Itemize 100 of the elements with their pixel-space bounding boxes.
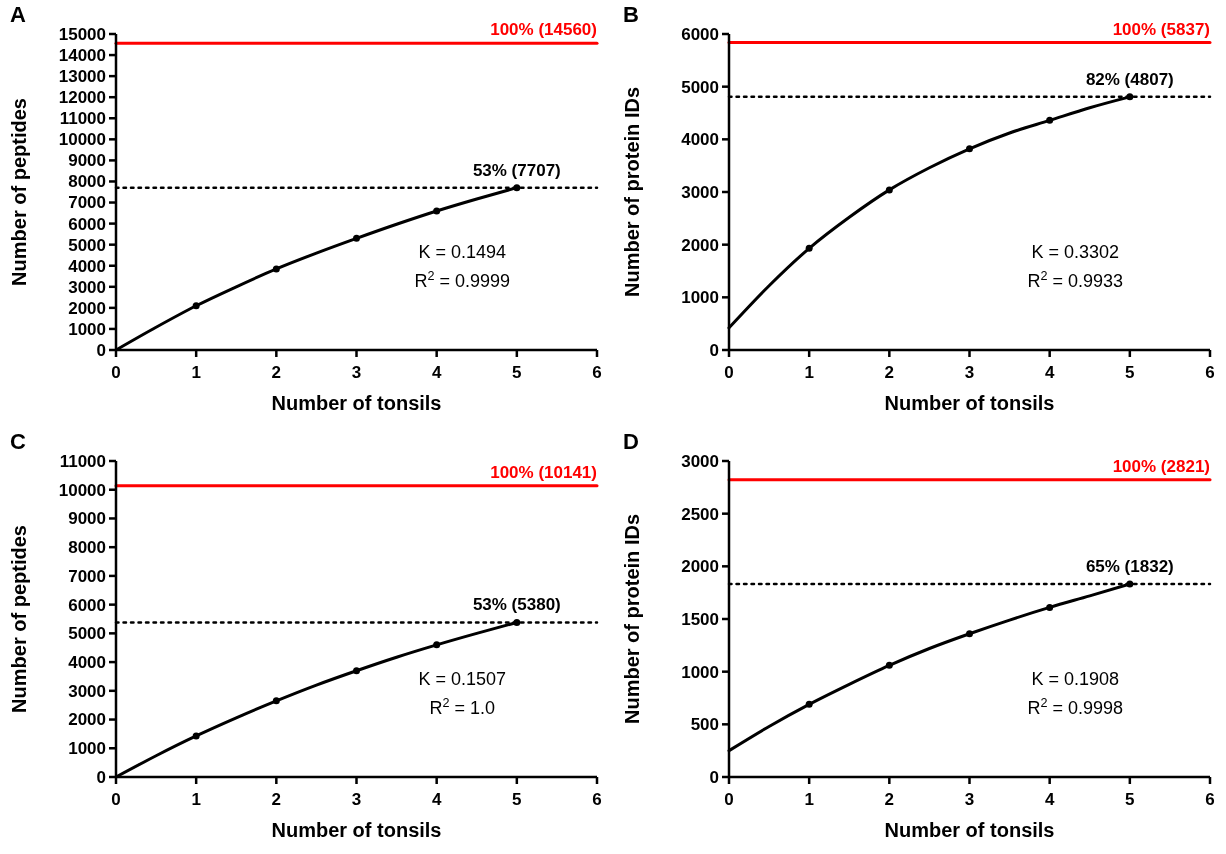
y-tick-label: 1500 (681, 609, 719, 629)
point (1046, 116, 1054, 124)
y-tick-label: 10000 (58, 480, 106, 500)
y-tick-label: 1000 (68, 319, 106, 339)
y-tick-label: 12000 (58, 88, 106, 108)
point (433, 207, 441, 215)
y-tick-label: 10000 (58, 130, 106, 150)
y-axis-title: Number of protein IDs (621, 86, 643, 298)
point (353, 667, 360, 675)
y-tick-label: 4000 (68, 653, 106, 673)
y-tick-label: 5000 (68, 624, 106, 644)
y-tick-label: 3000 (68, 681, 106, 701)
point (192, 302, 200, 310)
x-tick-label: 5 (512, 790, 522, 809)
y-tick-label: 1000 (681, 288, 719, 308)
x-axis-title: Number of tonsils (884, 819, 1055, 841)
x-tick-label: 1 (804, 790, 814, 809)
y-tick-label: 9000 (68, 151, 106, 171)
point (513, 618, 521, 626)
x-axis-title: Number of tonsils (884, 392, 1055, 414)
x-tick-label: 6 (1205, 363, 1215, 382)
y-tick-label: 2000 (681, 235, 719, 255)
y-tick-label: 3000 (68, 277, 106, 297)
y-tick-label: 3000 (681, 182, 719, 202)
x-axis-title: Number of tonsils (271, 819, 442, 841)
point (272, 697, 280, 705)
x-tick-label: 2 (271, 363, 282, 382)
y-tick-label: 7000 (68, 566, 106, 586)
y-tick-label: 8000 (68, 538, 106, 558)
x-tick-label: 3 (351, 790, 362, 809)
point (885, 661, 893, 669)
annotation: R$^{2}$ = 1.0 (429, 695, 496, 718)
ref-line-label: 100% (14560) (490, 20, 597, 40)
y-tick-label: 500 (690, 715, 719, 735)
point (805, 244, 813, 252)
point (1126, 93, 1134, 101)
x-tick-label: 5 (512, 363, 522, 382)
annotation: K = 0.1507 (418, 669, 507, 690)
y-tick-label: 0 (96, 767, 106, 787)
point (433, 641, 441, 649)
point (513, 184, 521, 192)
y-tick-label: 4000 (68, 256, 106, 276)
y-tick-label: 0 (709, 340, 719, 360)
x-tick-label: 1 (191, 363, 201, 382)
point (272, 265, 280, 273)
y-axis-title: Number of protein IDs (621, 513, 643, 725)
point (1046, 603, 1054, 611)
x-tick-label: 2 (271, 790, 282, 809)
x-axis-title: Number of tonsils (271, 392, 442, 414)
x-tick-label: 6 (1205, 790, 1215, 809)
y-tick-label: 6000 (68, 595, 106, 615)
y-tick-label: 2000 (68, 298, 106, 318)
ref-line-label: 100% (5837) (1112, 19, 1210, 39)
text: B (623, 2, 639, 27)
ref-line-label: 53% (7707) (472, 160, 561, 180)
y-tick-label: 5000 (681, 77, 719, 97)
y-tick-label: 9000 (68, 509, 106, 529)
annotation: K = 0.1494 (418, 242, 507, 263)
y-tick-label: 1000 (681, 662, 719, 682)
ref-line-label: 82% (4807) (1085, 69, 1174, 89)
ref-line-label: 53% (5380) (472, 595, 561, 615)
ref-line-label: 100% (10141) (490, 462, 597, 482)
y-tick-label: 7000 (68, 193, 106, 213)
y-tick-label: 6000 (68, 214, 106, 234)
point (966, 145, 973, 153)
y-tick-label: 2000 (68, 710, 106, 730)
y-tick-label: 4000 (681, 130, 719, 150)
y-tick-label: 2500 (681, 504, 719, 524)
y-tick-label: 15000 (58, 24, 106, 44)
x-tick-label: 4 (431, 790, 442, 809)
x-tick-label: 3 (964, 790, 975, 809)
x-tick-label: 0 (111, 790, 121, 809)
x-tick-label: 3 (964, 363, 975, 382)
y-tick-label: 11000 (59, 109, 106, 129)
x-tick-label: 1 (804, 363, 814, 382)
annotation: R$^{2}$ = 0.9933 (1027, 268, 1124, 291)
y-tick-label: 1000 (68, 739, 106, 759)
y-tick-label: 6000 (681, 24, 719, 44)
y-tick-label: 11000 (59, 451, 106, 471)
y-tick-label: 0 (96, 340, 106, 360)
x-tick-label: 0 (111, 363, 121, 382)
x-tick-label: 1 (191, 790, 201, 809)
x-tick-label: 5 (1125, 363, 1135, 382)
y-axis-title: Number of peptides (8, 98, 30, 286)
text: D (623, 429, 639, 454)
text: C (10, 429, 26, 454)
y-tick-label: 8000 (68, 172, 106, 192)
point (192, 732, 200, 740)
point (966, 630, 973, 638)
x-tick-label: 3 (351, 363, 362, 382)
x-tick-label: 4 (431, 363, 442, 382)
y-tick-label: 13000 (58, 67, 106, 87)
point (353, 234, 360, 242)
annotation: K = 0.3302 (1031, 242, 1120, 263)
x-tick-label: 4 (1044, 790, 1055, 809)
x-tick-label: 6 (592, 363, 602, 382)
y-tick-label: 14000 (58, 46, 106, 66)
point (885, 186, 893, 194)
x-tick-label: 2 (884, 790, 895, 809)
x-tick-label: 0 (724, 790, 734, 809)
